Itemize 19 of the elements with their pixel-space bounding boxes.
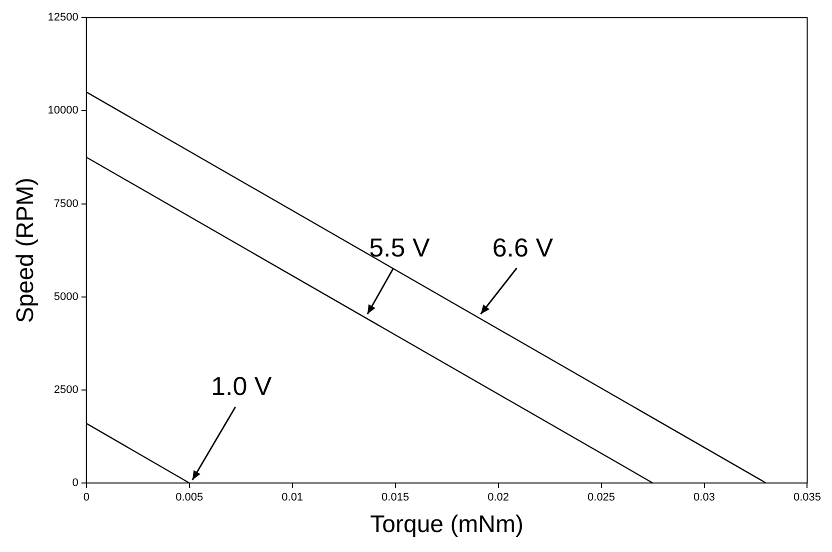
x-tick-label: 0.005 bbox=[176, 492, 204, 504]
x-tick-label: 0.015 bbox=[382, 492, 410, 504]
x-tick-label: 0.02 bbox=[488, 492, 510, 504]
y-tick-label: 10000 bbox=[48, 104, 78, 117]
y-axis-title: Speed (RPM) bbox=[12, 178, 40, 323]
y-tick-label: 0 bbox=[72, 477, 78, 490]
y-tick-label: 5000 bbox=[54, 290, 78, 303]
x-axis-title: Torque (mNm) bbox=[370, 511, 524, 538]
annotation: 6.6 V bbox=[492, 232, 554, 262]
y-tick-label: 12500 bbox=[48, 12, 78, 24]
x-tick-label: 0.03 bbox=[694, 492, 715, 504]
x-tick-label: 0.035 bbox=[793, 492, 821, 504]
y-tick-label: 7500 bbox=[54, 198, 78, 210]
x-tick-label: 0.01 bbox=[282, 492, 304, 504]
x-tick-label: 0.025 bbox=[588, 492, 616, 504]
annotation: 5.5 V bbox=[369, 232, 430, 262]
y-tick-label: 2500 bbox=[54, 384, 78, 396]
annotation: 1.0 V bbox=[211, 371, 272, 402]
x-tick-label: 0 bbox=[83, 492, 90, 504]
